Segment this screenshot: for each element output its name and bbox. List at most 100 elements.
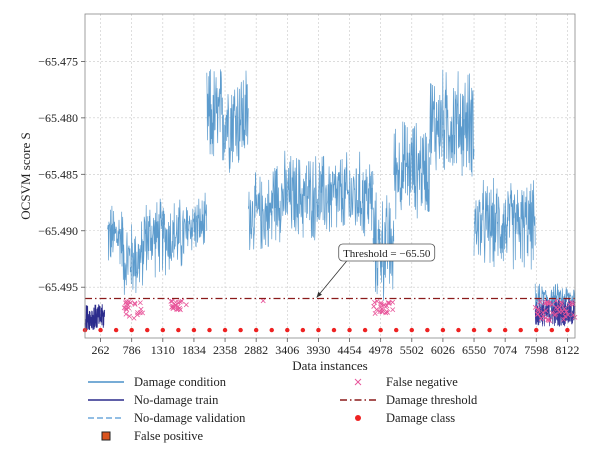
false-negative-marker bbox=[534, 311, 540, 317]
false-negative-stroke bbox=[535, 308, 541, 313]
damage-condition-segment bbox=[142, 198, 188, 278]
threshold-annotation-arrowhead bbox=[316, 291, 322, 298]
damage-condition-segment bbox=[247, 172, 273, 251]
false-negative-marker bbox=[387, 300, 392, 306]
false-negative-stroke bbox=[552, 312, 558, 318]
legend-label: No-damage train bbox=[134, 393, 219, 407]
damage-condition-segment bbox=[429, 69, 475, 177]
legend-item: False positive bbox=[101, 429, 204, 443]
y-tick-label: −65.490 bbox=[38, 224, 78, 238]
damage-class-point bbox=[502, 327, 508, 333]
threshold-annotation-arrow bbox=[316, 260, 348, 298]
legend-label: False positive bbox=[134, 429, 204, 443]
false-negative-stroke bbox=[549, 310, 555, 316]
x-tick-label: 5502 bbox=[400, 343, 424, 357]
false-negative-stroke bbox=[547, 317, 553, 323]
false-negative-stroke bbox=[126, 313, 132, 319]
false-negative-stroke bbox=[169, 298, 175, 304]
damage-condition-segment bbox=[393, 121, 430, 220]
false-negative-marker bbox=[561, 306, 567, 312]
damage-condition-segment bbox=[186, 192, 208, 251]
damage-condition-line bbox=[429, 69, 475, 177]
x-tick-label: 4978 bbox=[369, 343, 393, 357]
false-negative-marker bbox=[174, 306, 180, 312]
damage-condition-line bbox=[122, 221, 144, 295]
damage-class-point bbox=[269, 327, 274, 333]
false-negative-stroke bbox=[532, 304, 538, 310]
damage-class-point bbox=[549, 327, 555, 333]
false-negative-marker bbox=[553, 298, 559, 304]
false-negative-stroke bbox=[383, 310, 389, 316]
false-negative-marker bbox=[125, 302, 131, 308]
no-damage-train-line bbox=[84, 304, 106, 331]
false-negative-stroke bbox=[374, 307, 379, 313]
false-negative-marker bbox=[569, 301, 575, 307]
false-negative-marker bbox=[128, 300, 134, 306]
legend-label: Damage condition bbox=[134, 375, 227, 389]
false-negative-marker bbox=[385, 309, 391, 315]
x-tick-label: 3406 bbox=[275, 343, 299, 357]
false-negative-marker bbox=[390, 307, 396, 313]
false-negative-marker bbox=[537, 299, 543, 305]
damage-class-point bbox=[347, 327, 352, 333]
false-negative-marker bbox=[535, 308, 541, 313]
legend-item: False negative bbox=[354, 375, 458, 389]
damage-condition-line bbox=[206, 69, 249, 173]
false-negative-stroke bbox=[543, 315, 549, 321]
false-negative-stroke bbox=[131, 315, 137, 321]
damage-class-point bbox=[98, 327, 103, 333]
false-negative-marker bbox=[385, 300, 391, 306]
false-negative-stroke bbox=[569, 301, 575, 307]
x-tick-label: 7598 bbox=[524, 343, 548, 357]
false-negative-stroke bbox=[383, 304, 389, 310]
damage-class-point bbox=[487, 327, 492, 333]
threshold-annotation: Threshold = −65.50 bbox=[316, 243, 436, 298]
false-negative-marker bbox=[383, 310, 389, 316]
false-negative-stroke bbox=[561, 316, 567, 322]
y-tick-label: −65.495 bbox=[38, 280, 78, 294]
legend-swatch-dot bbox=[355, 415, 361, 421]
false-negative-stroke bbox=[379, 306, 385, 312]
false-negative-stroke bbox=[563, 308, 569, 314]
damage-class-point bbox=[565, 327, 570, 333]
damage-condition-line bbox=[473, 177, 536, 270]
false-negative-stroke bbox=[123, 299, 129, 304]
false-negative-stroke bbox=[170, 303, 175, 309]
false-negative-stroke bbox=[132, 301, 138, 307]
damage-class-point bbox=[534, 327, 539, 333]
false-negative-stroke bbox=[128, 300, 134, 306]
false-negative-stroke bbox=[260, 298, 266, 304]
x-axis: 262 786 1310 1834 2358 2882 3406 3930 4454 4978 55… bbox=[92, 338, 579, 357]
damage-class-point bbox=[129, 327, 134, 333]
threshold-annotation-box bbox=[338, 243, 436, 262]
false-negative-marker bbox=[543, 315, 549, 321]
false-negative-marker bbox=[540, 310, 546, 316]
false-negative-stroke bbox=[378, 300, 384, 306]
damage-condition-segment bbox=[122, 221, 144, 295]
legend-item: Damage class bbox=[355, 411, 455, 425]
damage-class-point bbox=[316, 327, 321, 333]
false-negative-stroke bbox=[371, 303, 377, 309]
false-negative-stroke bbox=[562, 313, 568, 319]
false-negative-stroke bbox=[544, 299, 550, 305]
false-negative-marker bbox=[378, 300, 384, 306]
false-negative-marker bbox=[557, 304, 563, 310]
damage-class-point bbox=[331, 327, 337, 333]
false-negative-marker bbox=[123, 311, 129, 317]
false-negative-stroke bbox=[183, 302, 189, 308]
false-negative-stroke bbox=[123, 311, 129, 317]
false-negative-marker bbox=[371, 303, 377, 309]
damage-condition-line bbox=[107, 205, 124, 267]
false-negative-marker bbox=[137, 310, 143, 316]
x-tick-label: 2358 bbox=[213, 343, 237, 357]
false-negative-stroke bbox=[554, 306, 560, 312]
false-negative-stroke bbox=[372, 310, 378, 316]
false-negative-marker bbox=[562, 313, 568, 319]
false-negative-marker bbox=[260, 298, 266, 304]
false-negative-marker bbox=[561, 316, 567, 322]
x-tick-label: 1310 bbox=[151, 343, 175, 357]
false-negative-marker bbox=[173, 299, 179, 305]
false-negative-stroke bbox=[565, 312, 571, 318]
false-negative-stroke bbox=[132, 300, 138, 306]
false-negative-stroke bbox=[543, 308, 549, 314]
